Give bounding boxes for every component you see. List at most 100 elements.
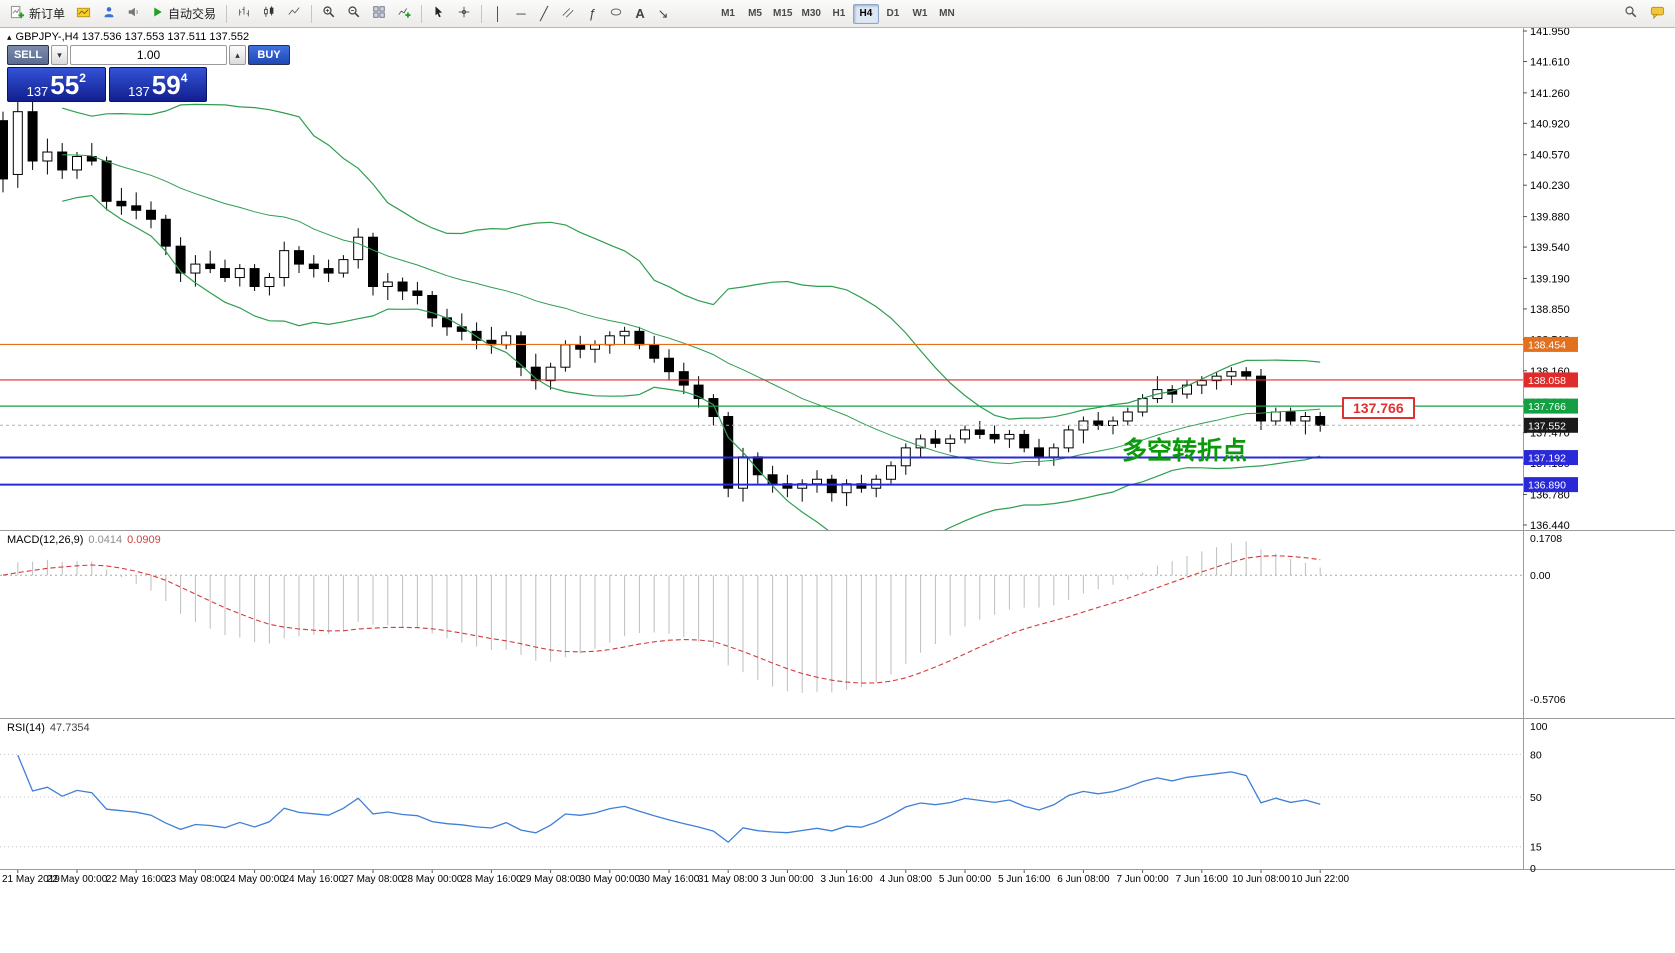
timeframe-button-h1[interactable]: H1 xyxy=(832,8,846,19)
price-axis: 141.950 141.610 141.260 140.920 140.570 140.2… xyxy=(1523,26,1578,532)
macd-value-signal: 0.0909 xyxy=(127,534,161,546)
indicators-icon xyxy=(397,5,411,22)
cursor-arrow-icon xyxy=(432,5,446,22)
rsi-value: 47.7354 xyxy=(49,722,90,734)
svg-text:3 Jun 00:00: 3 Jun 00:00 xyxy=(761,874,814,885)
autotrade-button[interactable]: 自动交易 xyxy=(147,3,221,25)
zoom-in-button[interactable] xyxy=(317,3,341,25)
text-tool-icon: A xyxy=(635,6,645,21)
rsi-layer xyxy=(0,753,1523,848)
search-button[interactable] xyxy=(1619,3,1643,25)
macd-axis: 0.1708 0.00 -0.5706 xyxy=(1530,533,1566,706)
svg-text:28 May 16:00: 28 May 16:00 xyxy=(461,874,522,885)
timeframe-button-w1[interactable]: W1 xyxy=(912,8,928,19)
bar-chart-type-button[interactable] xyxy=(232,3,256,25)
svg-text:141.260: 141.260 xyxy=(1530,88,1570,100)
svg-text:31 May 08:00: 31 May 08:00 xyxy=(698,874,759,885)
svg-text:24 May 16:00: 24 May 16:00 xyxy=(283,874,344,885)
timeframe-button-h4[interactable]: H4 xyxy=(852,3,879,24)
channel-icon xyxy=(561,5,575,22)
toolbar-right-group xyxy=(1619,3,1670,25)
timeframe-button-d1[interactable]: D1 xyxy=(886,8,900,19)
speaker-icon xyxy=(127,5,141,22)
timeframe-button-mn[interactable]: MN xyxy=(939,8,955,19)
tile-windows-icon xyxy=(372,5,386,22)
toolbar: 新订单 自动交易 xyxy=(0,0,1675,28)
profiles-button[interactable] xyxy=(97,3,121,25)
svg-text:5 Jun 16:00: 5 Jun 16:00 xyxy=(998,874,1051,885)
sell-price-pips: 55 xyxy=(50,69,80,100)
fibonacci-tool-button[interactable]: ƒ xyxy=(581,3,603,25)
svg-text:21 May 2019: 21 May 2019 xyxy=(2,874,60,885)
svg-text:15: 15 xyxy=(1530,842,1542,854)
toolbar-separator xyxy=(421,4,423,23)
sell-price-point: 2 xyxy=(79,70,86,85)
channel-tool-button[interactable] xyxy=(556,3,580,25)
svg-text:7 Jun 16:00: 7 Jun 16:00 xyxy=(1176,874,1229,885)
turning-point-note[interactable]: 多空转折点 xyxy=(1122,437,1248,465)
svg-text:28 May 00:00: 28 May 00:00 xyxy=(402,874,463,885)
trendline-tool-button[interactable]: ╱ xyxy=(533,3,555,25)
zoom-out-button[interactable] xyxy=(342,3,366,25)
panel-separators xyxy=(0,28,1675,871)
charts-button[interactable] xyxy=(71,3,96,25)
volume-up-button[interactable]: ▴ xyxy=(229,45,246,65)
rsi-axis: 100 80 50 15 0 xyxy=(1530,721,1548,875)
sell-price-prefix: 137 xyxy=(26,84,49,99)
svg-text:137.552: 137.552 xyxy=(1528,420,1566,432)
line-chart-icon xyxy=(287,5,301,22)
svg-text:7 Jun 00:00: 7 Jun 00:00 xyxy=(1116,874,1169,885)
fibonacci-icon: ƒ xyxy=(588,6,596,21)
candle-chart-icon xyxy=(262,5,276,22)
text-tool-button[interactable]: A xyxy=(629,3,651,25)
volume-dropdown-button[interactable]: ▾ xyxy=(51,45,68,65)
cursor-button[interactable] xyxy=(427,3,451,25)
hline-tool-button[interactable]: ─ xyxy=(510,3,532,25)
shapes-tool-button[interactable] xyxy=(604,3,628,25)
svg-text:23 May 08:00: 23 May 08:00 xyxy=(165,874,226,885)
buy-price-prefix: 137 xyxy=(128,84,150,99)
new-order-label: 新订单 xyxy=(29,7,66,21)
buy-price-button[interactable]: 137 59 4 xyxy=(108,67,207,102)
svg-text:24 May 00:00: 24 May 00:00 xyxy=(224,874,285,885)
svg-text:0.1708: 0.1708 xyxy=(1530,533,1562,545)
vline-tool-button[interactable]: │ xyxy=(487,3,509,25)
svg-text:140.230: 140.230 xyxy=(1530,180,1570,192)
sell-button[interactable]: SELL xyxy=(7,45,49,65)
svg-text:100: 100 xyxy=(1530,721,1548,733)
new-order-button[interactable]: 新订单 xyxy=(5,3,70,25)
buy-button[interactable]: BUY xyxy=(248,45,290,65)
svg-text:0.00: 0.00 xyxy=(1530,570,1551,582)
crosshair-button[interactable] xyxy=(452,3,476,25)
svg-text:136.890: 136.890 xyxy=(1528,480,1566,492)
community-button[interactable] xyxy=(1645,3,1670,25)
profile-person-icon xyxy=(102,5,116,22)
line-chart-type-button[interactable] xyxy=(282,3,306,25)
timeframe-button-m30[interactable]: M30 xyxy=(801,8,821,19)
horizontal-lines-layer xyxy=(0,343,1523,486)
timeframe-button-m15[interactable]: M15 xyxy=(773,8,793,19)
tile-windows-button[interactable] xyxy=(367,3,391,25)
indicators-button[interactable] xyxy=(392,3,416,25)
candle-chart-type-button[interactable] xyxy=(257,3,281,25)
symbol-ohlc-info: ▴ GBPJPY-,H4 137.536 137.553 137.511 137… xyxy=(7,31,249,43)
toolbar-separator xyxy=(226,4,228,23)
timeframe-button-m1[interactable]: M1 xyxy=(721,8,735,19)
arrows-tool-button[interactable]: ↘ xyxy=(652,3,674,25)
sell-price-button[interactable]: 137 55 2 xyxy=(7,67,106,102)
timeframe-button-m5[interactable]: M5 xyxy=(748,8,762,19)
vline-icon: │ xyxy=(493,6,503,21)
toolbar-separator xyxy=(311,4,313,23)
shapes-icon xyxy=(609,5,623,22)
alerts-button[interactable] xyxy=(122,3,146,25)
macd-layer xyxy=(0,541,1523,693)
arrows-tool-icon: ↘ xyxy=(657,6,669,21)
bollinger-bands-layer xyxy=(62,103,1321,530)
volume-input[interactable] xyxy=(70,45,227,65)
svg-text:140.570: 140.570 xyxy=(1530,150,1570,162)
price-annotation-flag[interactable]: 137.766 xyxy=(1342,397,1415,419)
svg-text:29 May 08:00: 29 May 08:00 xyxy=(520,874,581,885)
